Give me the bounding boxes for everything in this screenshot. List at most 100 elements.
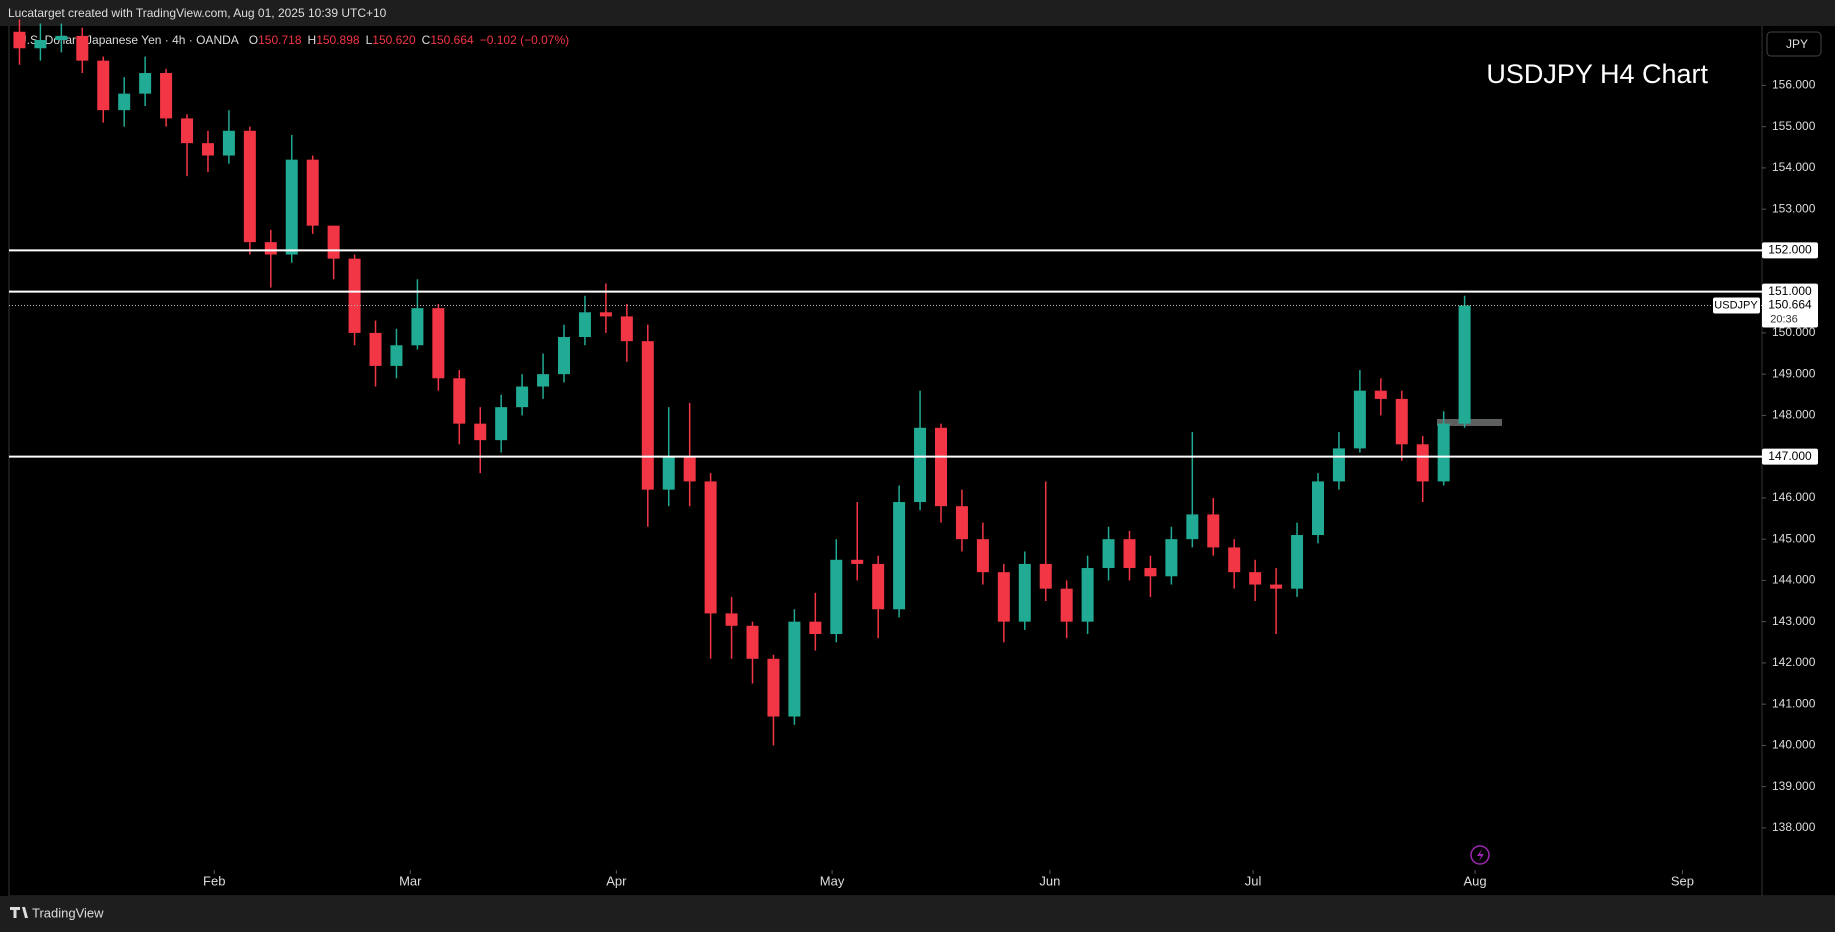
candle-body — [537, 374, 550, 387]
candle-body — [160, 73, 173, 119]
candle-body — [1228, 547, 1241, 573]
candle-body — [1416, 444, 1429, 482]
candle-body — [1311, 481, 1324, 536]
candle-body — [1081, 568, 1094, 622]
ohlc-key: O — [249, 33, 258, 47]
candle-body — [432, 308, 445, 379]
level-label: 152.000 — [1768, 243, 1812, 257]
candle-body — [1060, 588, 1073, 622]
ohlc-value: 150.620 — [372, 33, 416, 47]
y-tick-label: 155.000 — [1772, 119, 1816, 133]
candle-body — [453, 378, 466, 424]
candle-body — [1395, 398, 1408, 445]
candle-body — [725, 613, 738, 626]
candle-body — [1249, 572, 1262, 585]
candle-body — [13, 31, 26, 49]
footer-bar — [0, 896, 1835, 932]
symbol: U.S. Dollar / Japanese Yen · 4h · OANDA — [18, 33, 239, 47]
currency: JPY — [1786, 37, 1808, 51]
candle-body — [495, 407, 508, 441]
x-tick-label: May — [820, 873, 845, 888]
x-tick-label: Jul — [1245, 873, 1262, 888]
change: −0.102 (−0.07%) — [480, 33, 569, 47]
x-tick-label: Apr — [606, 873, 627, 888]
ohlc-value: 150.664 — [430, 33, 474, 47]
x-tick-label: Jun — [1039, 873, 1060, 888]
candle-body — [872, 563, 885, 610]
level-label-box — [1762, 283, 1818, 300]
candle-body — [788, 621, 801, 717]
candle-body — [893, 502, 906, 610]
candle-body — [76, 35, 89, 61]
credit: Lucatarget created with TradingView.com,… — [8, 6, 387, 20]
candle-body — [851, 559, 864, 564]
candle-body — [830, 559, 843, 635]
candle-body — [369, 332, 382, 366]
candle-body — [976, 539, 989, 573]
candle-body — [327, 225, 340, 259]
candle-body — [558, 337, 571, 375]
y-tick-label: 144.000 — [1772, 573, 1816, 587]
candle-body — [1039, 563, 1052, 589]
candle-body — [935, 427, 948, 507]
legend: U.S. Dollar / Japanese Yen · 4h · OANDA O… — [18, 33, 569, 47]
y-tick-label: 138.000 — [1772, 820, 1816, 834]
candle-body — [1374, 390, 1387, 399]
ohlc-key: H — [308, 33, 317, 47]
candle-body — [1332, 448, 1345, 482]
candle-body — [767, 658, 780, 717]
candle-body — [1207, 514, 1220, 548]
price-tag — [1762, 297, 1818, 328]
alert-icon[interactable] — [1470, 845, 1490, 865]
x-tick-label: Mar — [399, 873, 422, 888]
candle-body — [809, 621, 822, 635]
candle-body — [997, 572, 1010, 622]
ohlc-value: 150.718 — [258, 33, 302, 47]
footer-brand: TradingView — [32, 905, 104, 920]
y-tick-label: 140.000 — [1772, 738, 1816, 752]
candle-body — [97, 60, 110, 111]
candle-body — [1165, 539, 1178, 577]
candle-body — [243, 130, 256, 243]
y-tick-label: 146.000 — [1772, 490, 1816, 504]
price-tag-label: 150.664 — [1768, 298, 1812, 312]
alert-bolt — [1477, 849, 1484, 861]
currency-button[interactable] — [1766, 31, 1822, 57]
candle-body — [285, 159, 298, 255]
level-label-box — [1762, 242, 1818, 259]
candle-body — [1186, 514, 1199, 540]
candle-body — [390, 345, 403, 366]
candle-body — [599, 312, 612, 317]
y-tick-label: 141.000 — [1772, 696, 1816, 710]
candle-body — [746, 625, 759, 659]
candle-body — [306, 159, 319, 226]
candle-body — [914, 427, 927, 503]
candle-body — [620, 316, 633, 342]
y-tick-label: 150.000 — [1772, 325, 1816, 339]
ohlc-value: 150.898 — [316, 33, 360, 47]
candle-body — [1018, 563, 1031, 622]
candle-body — [1353, 390, 1366, 449]
candle-body — [1123, 539, 1136, 569]
y-tick-label: 156.000 — [1772, 78, 1816, 92]
candle-body — [55, 35, 68, 41]
candle-body — [1144, 568, 1157, 577]
chart-title: USDJPY H4 Chart — [1486, 59, 1708, 89]
y-tick-label: 139.000 — [1772, 779, 1816, 793]
x-tick-label: Feb — [203, 873, 225, 888]
y-tick-label: 142.000 — [1772, 655, 1816, 669]
candle-body — [1437, 423, 1450, 482]
candle-body — [411, 308, 424, 346]
candle-body — [222, 130, 235, 156]
candle-body — [474, 423, 487, 441]
candle-body — [118, 93, 131, 111]
y-tick-label: 153.000 — [1772, 201, 1816, 215]
logo — [10, 907, 28, 918]
countdown: 20:36 — [1770, 313, 1798, 325]
y-tick-label: 154.000 — [1772, 160, 1816, 174]
candle-body — [683, 456, 696, 482]
candle-body — [641, 341, 654, 490]
candle-body — [34, 40, 47, 49]
x-tick-label: Sep — [1671, 873, 1694, 888]
candle-body — [1102, 539, 1115, 569]
